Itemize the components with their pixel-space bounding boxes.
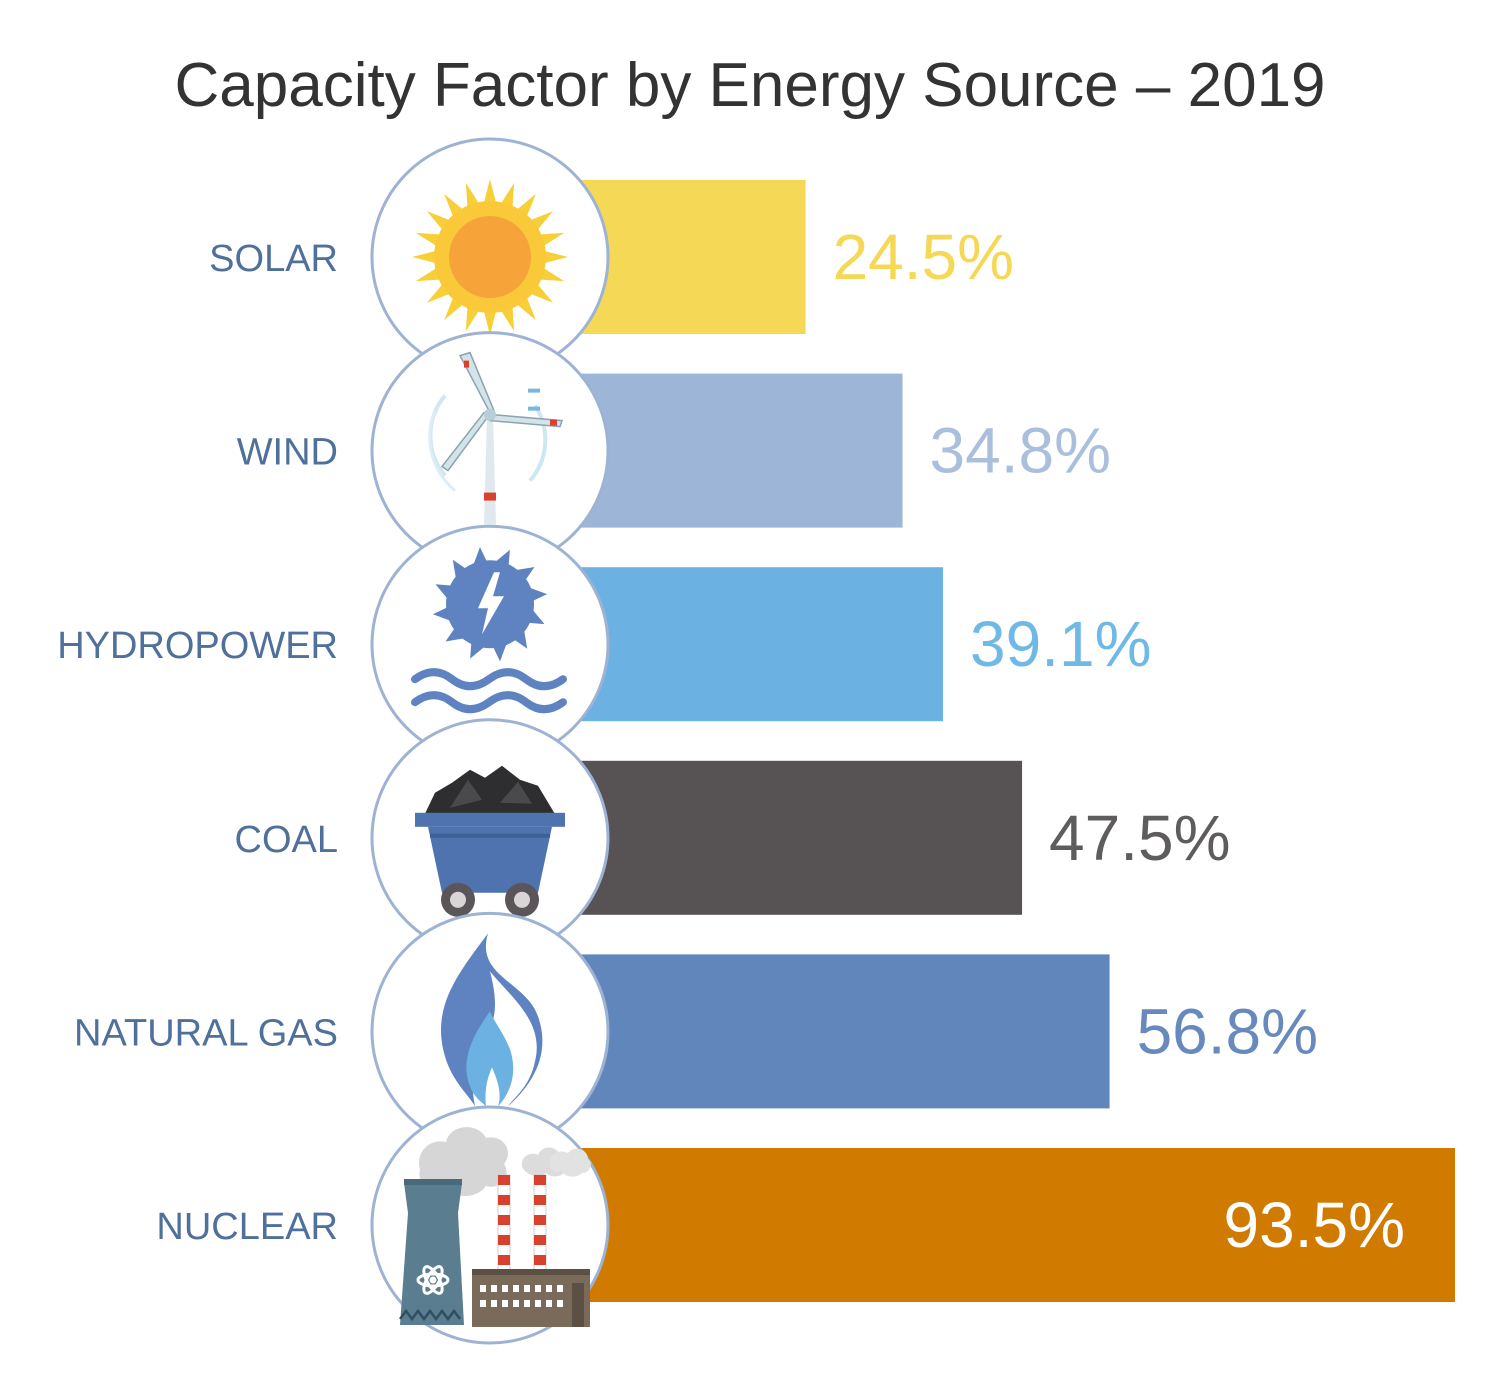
category-label: HYDROPOWER bbox=[57, 625, 338, 667]
wind-turbine-icon bbox=[370, 331, 610, 571]
nuclear-plant-icon bbox=[370, 1105, 610, 1345]
category-label: WIND bbox=[237, 432, 338, 474]
coal-cart-icon bbox=[370, 718, 610, 958]
category-label: NATURAL GAS bbox=[74, 1012, 338, 1054]
bar-hydropower bbox=[575, 567, 943, 722]
category-label: SOLAR bbox=[209, 238, 338, 280]
value-label: 47.5% bbox=[1049, 802, 1230, 874]
icons-layer bbox=[370, 137, 610, 1345]
bars-layer bbox=[575, 180, 1455, 1302]
bar-coal bbox=[575, 760, 1023, 915]
chart-title: Capacity Factor by Energy Source – 2019 bbox=[174, 51, 1325, 120]
value-label: 34.8% bbox=[930, 415, 1111, 487]
sun-icon bbox=[370, 137, 610, 377]
value-label: 39.1% bbox=[970, 608, 1151, 680]
bar-solar bbox=[575, 180, 806, 334]
hydropower-turbine-icon bbox=[370, 524, 610, 764]
bar-nuclear bbox=[575, 1148, 1455, 1302]
bar-wind bbox=[575, 373, 903, 528]
value-label: 93.5% bbox=[1224, 1189, 1405, 1261]
category-label: COAL bbox=[235, 819, 338, 861]
bar-natural-gas bbox=[575, 954, 1110, 1109]
gas-flame-icon bbox=[370, 911, 610, 1151]
value-label: 56.8% bbox=[1137, 995, 1318, 1067]
labels-layer: 24.5% SOLAR 34.8% WIND 39.1% HYDROPOWER 47.5% C… bbox=[57, 221, 1405, 1261]
category-label: NUCLEAR bbox=[156, 1206, 338, 1248]
value-label: 24.5% bbox=[833, 221, 1014, 293]
